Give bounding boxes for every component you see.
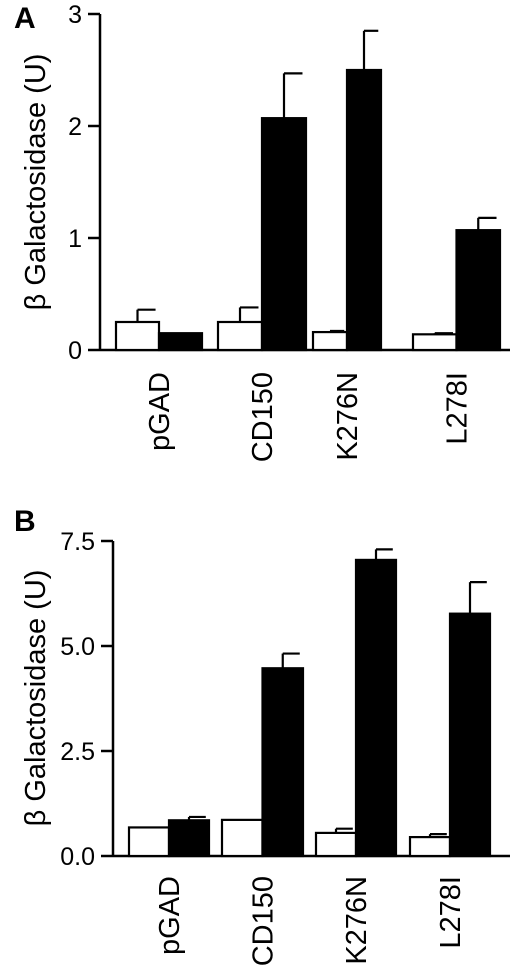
panel-b-y-tick-label: 0.0 — [60, 843, 95, 871]
panel-a-y-tick-label: 1 — [68, 225, 82, 253]
panel-a-y-axis-title: β Galactosidase (U) — [20, 54, 52, 311]
panel-a-category-label: K276N — [332, 372, 364, 461]
panel-a-bar-l278i-series-2 — [455, 229, 502, 352]
panel-a-category-label: L278I — [442, 372, 474, 445]
panel-b-chart: Bβ Galactosidase (U) 0.0 2.5 5.0 7.5 pGAD CD15… — [14, 505, 510, 966]
panel-b-category-label: CD150 — [248, 876, 280, 966]
panel-a-y-tick-label: 0 — [68, 337, 82, 365]
panel-a-bar-pgad-series-2 — [157, 332, 204, 352]
panel-b-bar-cd150-series-1 — [220, 818, 264, 858]
panel-a-bar-cd150-series-2 — [260, 117, 308, 352]
panel-b-bar-l278i-series-1 — [408, 835, 452, 858]
panel-a-category-label: pGAD — [144, 372, 176, 451]
panel-b-bar-k276n-series-2 — [354, 558, 398, 858]
panel-b-category-label: pGAD — [154, 876, 186, 955]
panel-b-label: B — [14, 505, 36, 538]
panel-a-bar-cd150-series-1 — [216, 320, 264, 352]
panel-a-bar-k276n-series-2 — [345, 68, 383, 352]
panel-a-chart: Aβ Galactosidase (U) 0 1 2 3 pGAD CD150 K276N L2… — [14, 1, 510, 462]
panel-a-y-tick-label: 3 — [68, 1, 82, 29]
panel-a-bar-l278i-series-1 — [411, 333, 458, 352]
panel-a-bar-k276n-series-1 — [311, 330, 349, 352]
panel-b-y-tick-label: 5.0 — [60, 633, 95, 661]
panel-a-label: A — [14, 2, 36, 35]
panel-a-bar-pgad-series-1 — [114, 320, 161, 352]
panel-a-y-tick-label: 2 — [68, 113, 82, 141]
panel-b-bar-pgad-series-2 — [167, 819, 211, 858]
panel-b-bar-l278i-series-2 — [448, 612, 492, 858]
panel-b-category-label: K276N — [341, 876, 373, 965]
panel-b-y-tick-label: 7.5 — [60, 528, 95, 556]
panel-a-category-label: CD150 — [247, 372, 279, 462]
panel-b-y-tick-label: 2.5 — [60, 738, 95, 766]
panel-b-bar-cd150-series-2 — [261, 667, 305, 858]
panel-b-bar-pgad-series-1 — [127, 826, 171, 858]
panel-b-bar-k276n-series-1 — [314, 831, 358, 858]
panel-b-category-label: L278I — [435, 876, 467, 949]
panel-b-y-axis-title: β Galactosidase (U) — [20, 570, 52, 827]
